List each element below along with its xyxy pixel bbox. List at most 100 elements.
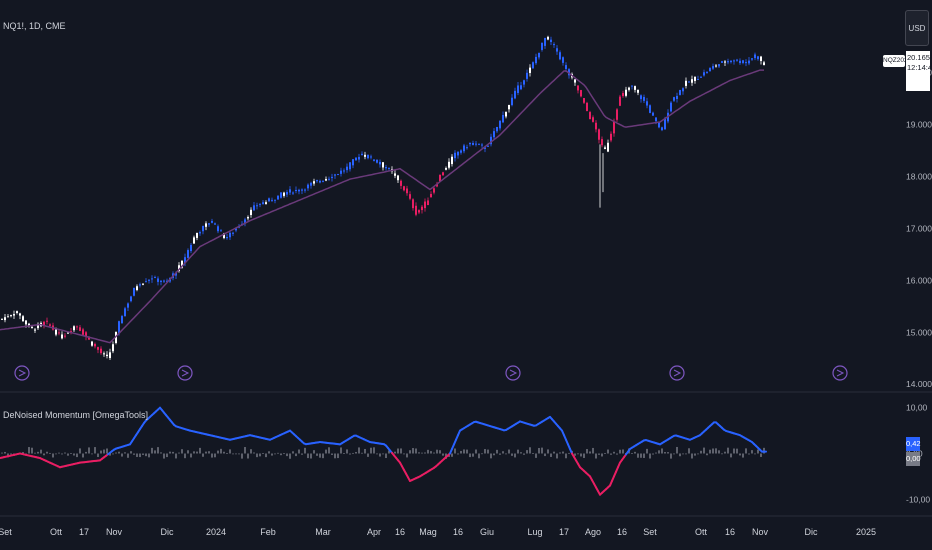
candle-body	[739, 60, 741, 64]
histogram-bar	[685, 453, 687, 455]
histogram-bar	[175, 453, 177, 459]
candle-body	[13, 314, 15, 316]
histogram-bar	[226, 453, 228, 454]
histogram-bar	[118, 451, 120, 454]
histogram-bar	[250, 449, 252, 454]
candle-body	[547, 36, 549, 40]
candle-body	[409, 194, 411, 199]
candle-body	[211, 220, 213, 223]
histogram-bar	[394, 451, 396, 454]
histogram-bar	[139, 453, 141, 458]
candle-body	[589, 112, 591, 120]
candle-body	[61, 334, 63, 339]
histogram-bar	[436, 449, 438, 454]
histogram-bar	[169, 451, 171, 454]
candle-body	[499, 120, 501, 129]
candle-body	[337, 174, 339, 176]
histogram-bar	[439, 450, 441, 454]
candle-body	[349, 162, 351, 170]
candle-body	[376, 159, 378, 163]
histogram-bar	[343, 453, 345, 454]
candle-body	[28, 323, 30, 326]
candle-body	[640, 95, 642, 100]
candle-body	[607, 142, 609, 152]
candle-body	[748, 60, 750, 64]
candle-body	[184, 257, 186, 264]
candle-body	[43, 321, 45, 326]
histogram-bar	[328, 447, 330, 454]
candle-body	[316, 180, 318, 182]
histogram-bar	[181, 449, 183, 454]
histogram-bar	[409, 450, 411, 454]
candle-body	[229, 232, 231, 238]
candle-body	[610, 133, 612, 141]
histogram-bar	[22, 452, 24, 454]
candle-body	[76, 326, 78, 328]
candle-body	[556, 48, 558, 52]
histogram-bar	[157, 447, 159, 454]
candle-body	[253, 205, 255, 211]
histogram-bar	[280, 453, 282, 456]
histogram-bar	[535, 453, 537, 458]
histogram-bar	[10, 453, 12, 455]
time-axis-label: Mag	[419, 527, 437, 537]
candle-body	[358, 156, 360, 160]
histogram-bar	[40, 449, 42, 454]
candle-body	[175, 272, 177, 276]
histogram-bar	[370, 447, 372, 454]
histogram-bar	[454, 448, 456, 454]
candle-body	[292, 192, 294, 194]
candle-body	[394, 173, 396, 176]
candle-body	[415, 205, 417, 215]
momentum-value-tag: 0,42	[906, 437, 921, 451]
histogram-bar	[673, 453, 675, 455]
candle-body	[631, 85, 633, 87]
histogram-bar	[478, 453, 480, 459]
candle-body	[103, 353, 105, 355]
candle-body	[118, 321, 120, 334]
price-axis-label: 19.000,00	[906, 120, 932, 130]
dividend-arrow-icon	[14, 365, 30, 381]
candle-body	[109, 352, 111, 359]
candle-body	[286, 191, 288, 195]
candle-body	[352, 159, 354, 166]
candle-body	[634, 86, 636, 90]
candle-body	[652, 112, 654, 116]
histogram-bar	[658, 450, 660, 454]
histogram-bar	[235, 453, 237, 455]
histogram-bar	[592, 447, 594, 454]
histogram-bar	[574, 453, 576, 456]
currency-button[interactable]: USD	[905, 10, 929, 46]
candle-body	[124, 308, 126, 317]
candle-body	[208, 223, 210, 225]
candle-body	[310, 182, 312, 186]
candle-body	[469, 142, 471, 145]
candle-body	[58, 332, 60, 334]
histogram-bar	[79, 448, 81, 454]
candle-body	[202, 225, 204, 232]
candle-body	[559, 52, 561, 60]
histogram-bar	[337, 453, 339, 459]
candle-body	[508, 104, 510, 110]
candle-body	[55, 329, 57, 335]
histogram-bar	[565, 453, 567, 459]
histogram-bar	[31, 447, 33, 454]
histogram-bar	[598, 453, 600, 455]
histogram-bar	[502, 451, 504, 454]
histogram-bar	[700, 450, 702, 454]
candle-body	[70, 331, 72, 333]
candle-body	[757, 56, 759, 60]
candle-body	[682, 88, 684, 92]
histogram-bar	[151, 447, 153, 454]
histogram-bar	[46, 451, 48, 454]
candle-body	[580, 90, 582, 97]
histogram-bar	[142, 453, 144, 455]
histogram-bar	[100, 450, 102, 454]
candle-body	[154, 277, 156, 279]
histogram-bar	[514, 453, 516, 458]
candle-body	[709, 68, 711, 72]
candle-body	[406, 188, 408, 194]
time-axis-label: Dic	[161, 527, 174, 537]
histogram-bar	[562, 451, 564, 454]
